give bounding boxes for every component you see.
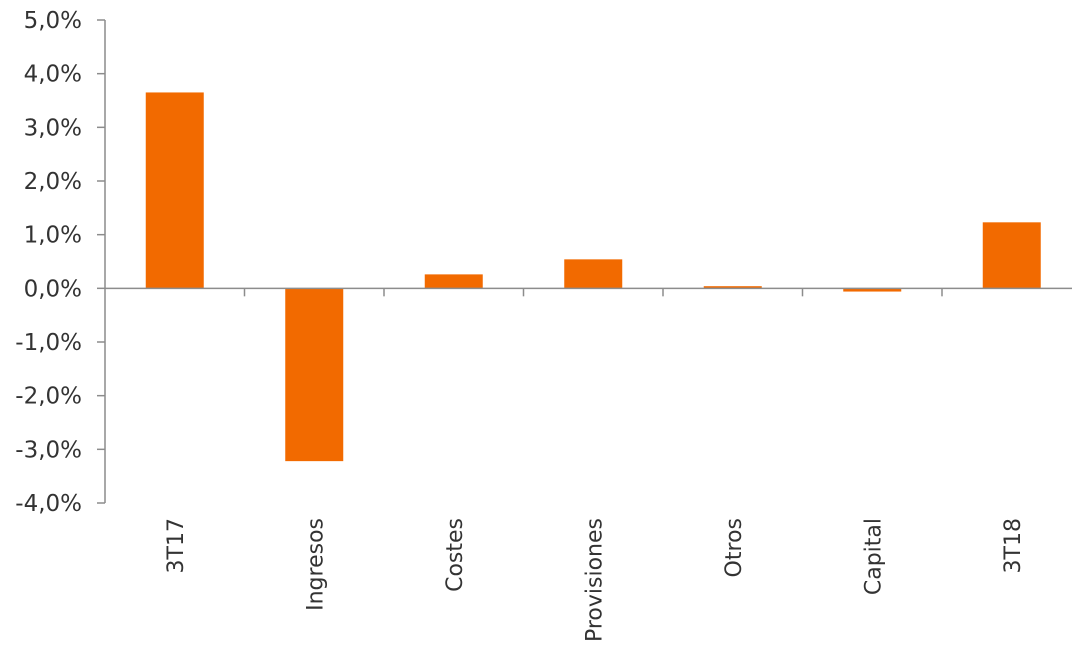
y-tick-label: -4,0% xyxy=(15,491,82,517)
x-tick-label: Capital xyxy=(861,518,886,595)
bars xyxy=(145,92,1041,462)
y-tick-label: 0,0% xyxy=(24,276,82,302)
y-tick-label: -1,0% xyxy=(15,330,82,356)
bar xyxy=(843,288,902,292)
y-axis-ticks: 5,0% 4,0% 3,0% 2,0% 1,0% 0,0% -1,0% -2,0% -3,0% -… xyxy=(15,8,105,517)
bar xyxy=(285,288,344,462)
y-tick-label: -3,0% xyxy=(15,437,82,463)
y-tick-label: -2,0% xyxy=(15,384,82,410)
bar xyxy=(703,286,762,289)
y-tick-label: 2,0% xyxy=(24,169,82,195)
bar xyxy=(982,222,1041,289)
category-labels: 3T17 Ingresos Costes Provisiones Otros Capita… xyxy=(164,518,1026,642)
x-tick-label: 3T17 xyxy=(164,518,189,573)
x-tick-label: 3T18 xyxy=(1001,518,1026,573)
x-tick-label: Provisiones xyxy=(582,518,607,642)
axes xyxy=(104,20,1072,503)
y-tick-label: 1,0% xyxy=(24,223,82,249)
x-tick-label: Ingresos xyxy=(303,518,328,611)
bar xyxy=(564,259,623,289)
x-tick-label: Otros xyxy=(722,518,747,577)
y-tick-label: 4,0% xyxy=(24,62,82,88)
y-tick-label: 3,0% xyxy=(24,115,82,141)
bar xyxy=(424,274,483,289)
bar xyxy=(145,92,204,289)
y-tick-label: 5,0% xyxy=(24,8,82,34)
x-tick-label: Costes xyxy=(443,518,468,592)
